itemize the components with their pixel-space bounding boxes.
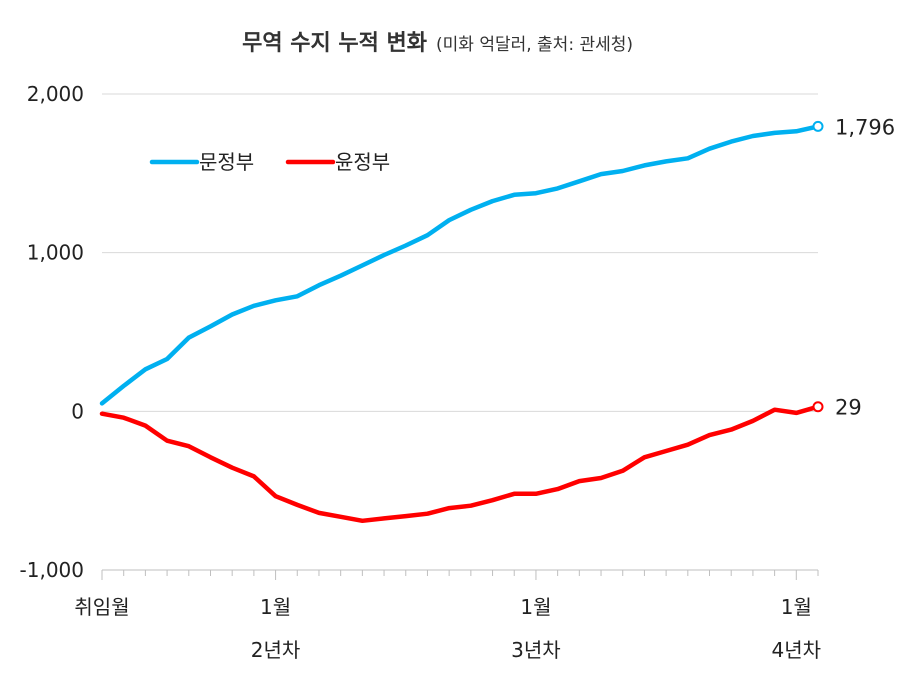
- y-tick-label: 2,000: [27, 82, 84, 106]
- x-tick-label: 1월: [781, 595, 812, 619]
- x-year-label: 4년차: [772, 638, 822, 662]
- y-tick-label: 0: [71, 399, 84, 423]
- x-tick-label: 취임월: [74, 595, 129, 619]
- y-tick-label: 1,000: [27, 241, 84, 265]
- legend-label: 윤정부: [335, 150, 390, 174]
- series-line-1: [99, 124, 821, 406]
- end-value-label: 29: [835, 396, 862, 420]
- end-value-label: 1,796: [835, 115, 895, 139]
- end-marker-1: [812, 120, 824, 132]
- y-tick-label: -1,000: [20, 558, 84, 582]
- series-lines: 1,796 29: [99, 115, 895, 524]
- chart-subtitle: (미화 억달러, 출처: 관세청): [436, 35, 633, 55]
- x-tick-label: 1월: [260, 595, 291, 619]
- grid-lines: [102, 93, 818, 571]
- series-line-2: [99, 404, 821, 524]
- legend: 문정부 윤정부: [149, 150, 390, 174]
- x-axis: 취임월 1월 2년차 1월 3년차 1월 4년차: [74, 570, 821, 662]
- y-axis: -1,000 0 1,000 2,000: [20, 82, 84, 582]
- legend-label: 문정부: [199, 150, 254, 174]
- x-year-label: 2년차: [251, 638, 301, 662]
- chart-title: 무역 수지 누적 변화: [242, 31, 427, 56]
- x-tick-label: 1월: [520, 595, 551, 619]
- x-year-label: 3년차: [511, 638, 561, 662]
- end-marker-2: [812, 401, 824, 413]
